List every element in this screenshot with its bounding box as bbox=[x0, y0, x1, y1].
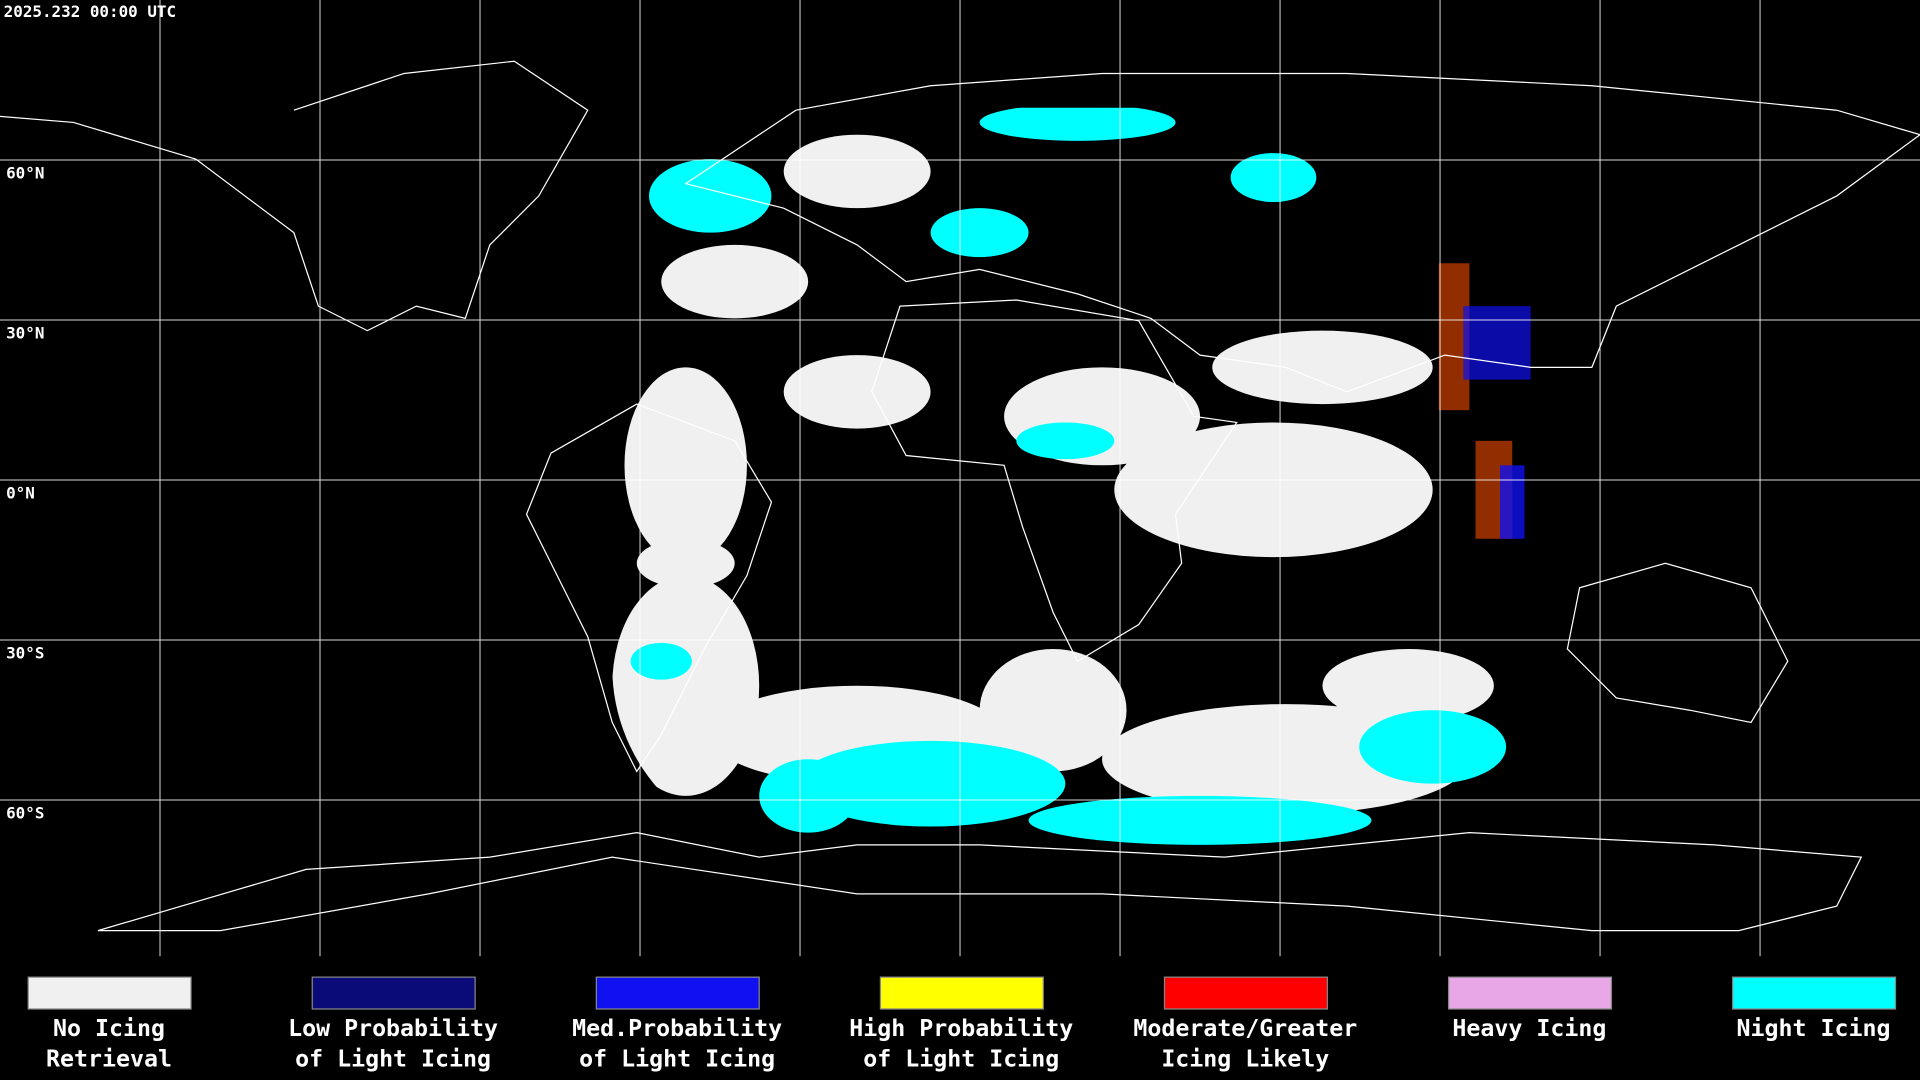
legend-label: Moderate/Greater bbox=[1133, 1015, 1357, 1042]
legend-label: Low Probability bbox=[288, 1015, 498, 1042]
satellite-imagery bbox=[612, 107, 1531, 845]
latitude-labels: 60°N 30°N 0°N 30°S 60°S bbox=[6, 163, 44, 822]
timestamp: 2025.232 00:00 UTC bbox=[4, 2, 176, 21]
legend-label: High Probability bbox=[849, 1015, 1073, 1042]
legend: No Icing Retrieval Low Probability of Light… bbox=[27, 976, 1897, 1073]
latitude-label: 30°S bbox=[6, 643, 44, 662]
legend-swatch bbox=[27, 976, 192, 1010]
legend-swatch bbox=[311, 976, 476, 1010]
coastlines bbox=[0, 60, 1920, 932]
legend-label: of Light Icing bbox=[579, 1046, 775, 1073]
legend-label: of Light Icing bbox=[295, 1046, 491, 1073]
legend-swatch bbox=[1732, 976, 1897, 1010]
legend-label: of Light Icing bbox=[863, 1046, 1059, 1073]
latitude-label: 30°N bbox=[6, 323, 44, 342]
graticule bbox=[0, 0, 1920, 956]
legend-label: Night Icing bbox=[1736, 1015, 1890, 1042]
legend-swatch bbox=[879, 976, 1044, 1010]
legend-label: No Icing bbox=[53, 1015, 165, 1042]
legend-label: Retrieval bbox=[46, 1046, 172, 1073]
legend-swatch bbox=[595, 976, 760, 1010]
latitude-label: 60°S bbox=[6, 803, 44, 822]
latitude-label: 0°N bbox=[6, 483, 35, 502]
legend-swatch bbox=[1447, 976, 1613, 1010]
legend-label: Heavy Icing bbox=[1452, 1015, 1606, 1042]
legend-label: Icing Likely bbox=[1161, 1046, 1329, 1073]
legend-swatch bbox=[1163, 976, 1328, 1010]
legend-label: Med.Probability bbox=[572, 1015, 782, 1042]
latitude-label: 60°N bbox=[6, 163, 44, 182]
